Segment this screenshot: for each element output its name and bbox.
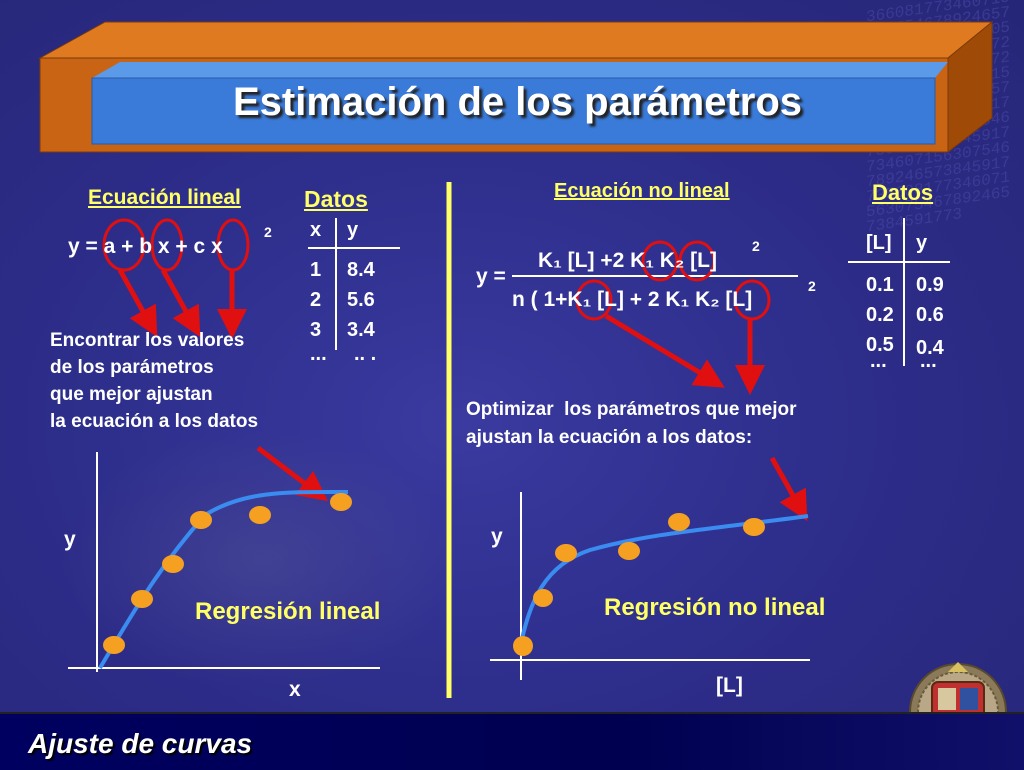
- left-y-axis-label: y: [64, 528, 76, 551]
- nonlinear-note: Optimizar los parámetros que mejor ajust…: [466, 396, 796, 452]
- right-y-axis-label: y: [491, 525, 503, 548]
- left-point-1: [103, 636, 125, 654]
- slide-title: Estimación de los parámetros: [232, 80, 803, 124]
- left-regression-curve: [98, 489, 349, 670]
- background-photo: [60, 430, 460, 690]
- table-row: 2 5.6: [310, 285, 410, 315]
- right-point-1: [513, 636, 533, 656]
- right-point-6: [743, 518, 765, 536]
- right-x-axis-label: [L]: [716, 674, 743, 697]
- cell: .. .: [354, 343, 377, 365]
- right-data-points: [513, 513, 765, 656]
- arrow-a: [117, 268, 158, 338]
- right-col-l-header: [L]: [866, 232, 892, 254]
- param-k1-num-circle: [641, 240, 679, 282]
- linear-note: Encontrar los valores de los parámetros …: [50, 327, 258, 435]
- cell: ...: [920, 350, 937, 372]
- footer-title: Ajuste de curvas: [28, 728, 253, 759]
- table-row: 0.1 0.9: [866, 270, 966, 300]
- cell: 1: [310, 259, 322, 281]
- note-line: Optimizar los parámetros que mejor: [466, 399, 797, 420]
- cell: 0.9: [916, 274, 944, 296]
- param-k2-num-circle: [678, 240, 716, 282]
- nonlinear-regression-label: Regresión no lineal: [604, 594, 826, 621]
- left-col-x-header: x: [310, 219, 322, 241]
- left-point-4: [190, 511, 212, 529]
- table-row: 0.5 0.4: [866, 330, 966, 360]
- table-row: 0.2 0.6: [866, 300, 966, 330]
- right-point-4: [618, 542, 640, 560]
- left-table-body: 1 8.4 2 5.6 3 3.4 ... .. .: [310, 255, 410, 375]
- cell: 0.5: [866, 334, 894, 356]
- right-point-2: [533, 589, 553, 607]
- arrow-k1: [604, 313, 725, 388]
- note-line: Encontrar los valores: [50, 330, 245, 351]
- cell: ...: [870, 350, 887, 372]
- nonlinear-equation-denominator: n ( 1+K₁ [L] + 2 K₁ K₂ [L]: [512, 288, 753, 311]
- right-point-5: [668, 513, 690, 531]
- numerator-exponent: 2: [752, 238, 760, 254]
- left-data-table: x y: [310, 215, 410, 245]
- left-table-header: x y: [310, 215, 410, 245]
- left-data-heading: Datos: [304, 186, 368, 212]
- cell: 0.2: [866, 304, 894, 326]
- table-row: ... ...: [866, 346, 966, 372]
- cell: 2: [310, 289, 322, 311]
- right-col-y-header: y: [916, 232, 928, 254]
- cell: ...: [310, 343, 327, 365]
- cell: 0.4: [916, 337, 944, 359]
- nonlinear-equation-lhs: y =: [476, 265, 506, 288]
- param-b-circle: [150, 218, 184, 272]
- arrow-to-linear-curve: [256, 446, 328, 502]
- denominator-exponent: 2: [808, 278, 816, 294]
- cell: 3.4: [347, 319, 375, 341]
- note-line: de los parámetros: [50, 357, 214, 378]
- left-point-6: [330, 493, 352, 511]
- arrow-b: [160, 268, 201, 338]
- note-line: la ecuación a los datos: [50, 411, 259, 432]
- right-point-3: [555, 544, 577, 562]
- cell: 5.6: [347, 289, 375, 311]
- right-regression-curve: [518, 514, 809, 649]
- param-k2-den-circle: [733, 279, 771, 321]
- linear-equation-heading: Ecuación lineal: [88, 186, 241, 209]
- footer-bar: [0, 712, 1024, 770]
- title-panel-top: [92, 62, 948, 78]
- note-line: ajustan la ecuación a los datos:: [466, 427, 753, 448]
- linear-equation-exponent: 2: [264, 224, 272, 240]
- linear-regression-label: Regresión lineal: [195, 598, 381, 625]
- nonlinear-equation-heading: Ecuación no lineal: [554, 180, 730, 202]
- right-data-heading: Datos: [872, 180, 934, 205]
- left-point-2: [131, 590, 153, 608]
- left-col-y-header: y: [347, 219, 359, 241]
- cell: 0.1: [866, 274, 894, 296]
- arrow-to-nonlinear-curve: [769, 456, 808, 522]
- left-point-3: [162, 555, 184, 573]
- table-row: 3 3.4: [310, 315, 410, 345]
- right-table-header: [L] y: [866, 228, 966, 258]
- cell: 0.6: [916, 304, 944, 326]
- note-line: que mejor ajustan: [50, 384, 213, 405]
- cell: 8.4: [347, 259, 375, 281]
- table-row: 1 8.4: [310, 255, 410, 285]
- table-row: ... .. .: [310, 339, 410, 369]
- linear-equation: y = a + b x + c x: [68, 235, 223, 258]
- left-x-axis-label: x: [289, 678, 301, 701]
- right-data-table: [L] y: [866, 228, 966, 258]
- param-a-circle: [102, 218, 146, 272]
- nonlinear-equation-numerator: K₁ [L] +2 K₁ K₂ [L]: [538, 249, 717, 272]
- left-point-5: [249, 506, 271, 524]
- left-data-points: [103, 493, 352, 654]
- right-table-body: 0.1 0.9 0.2 0.6 0.5 0.4 ... ...: [866, 270, 966, 380]
- title-panel: [91, 77, 936, 145]
- param-k1-den-circle: [575, 279, 613, 321]
- title-frame-top: [38, 21, 994, 59]
- cell: 3: [310, 319, 322, 341]
